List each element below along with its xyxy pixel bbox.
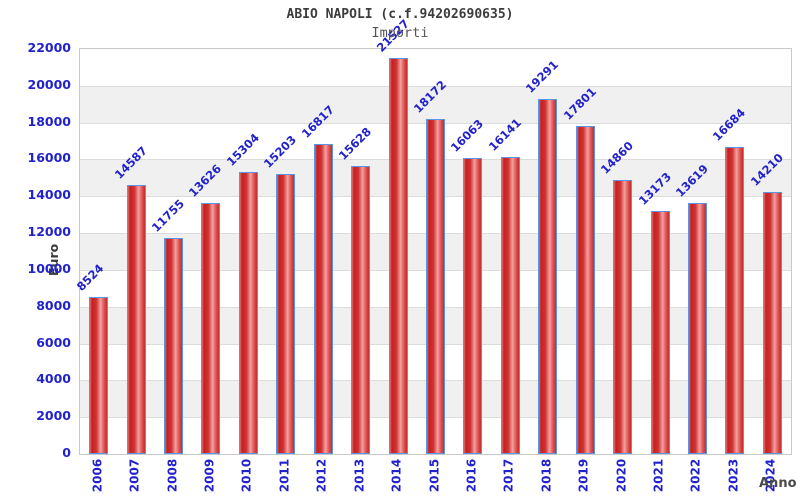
bar [238,172,258,454]
x-tick-label: 2015 [427,458,441,493]
x-tick-label: 2022 [688,458,703,493]
x-tick-label: 2007 [127,458,142,493]
y-tick-label: 12000 [27,224,72,240]
bar [89,297,109,454]
x-tick-label: 2023 [726,458,741,493]
bar [351,166,371,454]
x-tick-label: 2013 [352,458,367,493]
x-tick-label: 2016 [464,458,479,493]
x-tick-label: 2020 [614,458,629,493]
chart-subtitle: Importi [371,25,429,41]
bar [575,126,595,454]
x-tick-label: 2008 [165,458,180,493]
bar [762,192,782,454]
bar [276,174,296,454]
x-tick-label: 2010 [239,458,254,493]
bar [725,147,745,454]
x-axis-title: Anno [759,476,797,491]
x-tick-label: 2012 [314,458,329,493]
chart-title: ABIO NAPOLI (c.f.94202690635) [286,7,514,22]
bar [500,157,520,454]
bar [126,185,146,454]
bar [650,211,670,454]
bar [201,203,221,454]
bar [164,238,184,454]
y-tick-label: 16000 [27,150,72,166]
y-tick-label: 18000 [27,113,72,129]
x-tick-label: 2017 [501,458,516,493]
x-tick-label: 2018 [539,458,554,493]
x-tick-label: 2009 [202,458,217,493]
grid-band [80,85,791,123]
y-tick-label: 10000 [27,260,72,276]
gridline [80,85,791,87]
plot-area [79,48,792,455]
bar [426,119,445,454]
y-tick-label: 14000 [27,187,72,203]
bar [538,99,558,454]
x-tick-label: 2006 [90,458,105,493]
x-tick-label: 2019 [576,458,591,493]
bar [687,203,707,454]
y-tick-label: 8000 [36,297,71,313]
grid-band [80,49,791,86]
bar [463,158,483,454]
y-tick-label: 6000 [36,334,71,350]
y-tick-label: 20000 [27,76,72,92]
x-tick-label: 2021 [651,458,666,493]
x-tick-label: 2011 [277,458,292,493]
y-tick-label: 22000 [27,40,72,55]
bar [313,144,333,454]
bar [388,58,408,454]
y-tick-label: 4000 [36,371,71,387]
y-tick-label: 2000 [36,408,71,424]
y-tick-label: 0 [62,445,71,460]
x-tick-label: 2014 [389,458,404,493]
bar [613,180,633,454]
